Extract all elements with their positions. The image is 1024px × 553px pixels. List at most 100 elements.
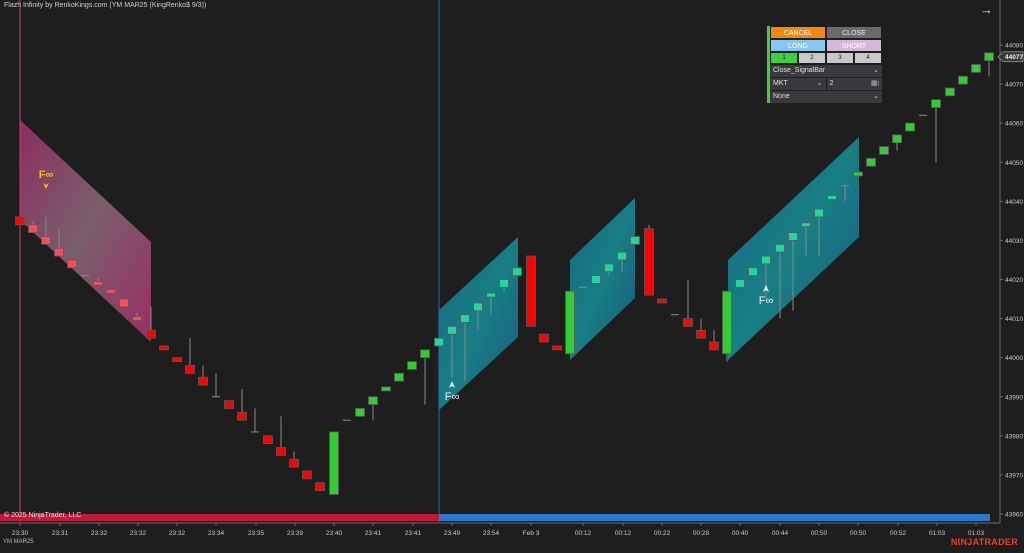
candle [526,255,536,327]
chevron-down-icon: ⌄ [873,93,879,100]
trend-bar-segment [0,514,439,521]
chevron-down-icon: ⌄ [816,80,823,87]
time-tick-label: 23:40 [326,530,343,537]
time-tick-label: 00:12 [575,530,592,537]
candle [106,288,116,294]
price-tick-label: 44030 [1005,238,1023,245]
time-tick-label: 23:32 [91,530,108,537]
time-tick-label: 23:32 [130,530,147,537]
long-button[interactable]: LONG [770,39,826,52]
time-tick-label: Feb 3 [523,530,540,537]
cancel-button[interactable]: CANCEL [770,26,826,39]
candle [827,195,837,200]
candle [892,134,902,151]
close-button[interactable]: CLOSE [826,26,882,39]
chevron-down-icon: ⌄ [873,67,879,74]
time-tick-label: 23:41 [405,530,422,537]
candle [93,277,103,286]
price-tick-label: 44080 [1005,43,1023,50]
candle [722,290,732,362]
arrow-down-icon [43,183,49,189]
arrow-right-icon[interactable]: → [980,2,993,17]
candle [931,99,941,163]
time-tick-label: 00:50 [850,530,867,537]
time-tick-label: 23:32 [169,530,186,537]
candle [251,408,259,433]
candle [775,243,785,319]
short-button[interactable]: SHORT [826,39,882,52]
candle [198,365,208,386]
candle [879,146,889,155]
candle [28,220,38,234]
atm-strategy-value: Close_SignalBar [773,67,826,74]
candle [132,312,142,321]
candle [499,279,509,292]
atm-strategy-select[interactable]: Close_SignalBar ⌄ [770,64,882,77]
copyright-label: © 2025 NinjaTrader, LLC [4,512,82,519]
candle [276,416,286,456]
candle [185,338,195,374]
price-tick-label: 43980 [1005,433,1023,440]
candle [735,279,745,288]
candle [644,224,654,296]
candle [853,171,863,177]
candle [460,314,470,382]
flazh-signal-marker: F∞ [39,169,53,189]
candle [315,482,325,491]
bear-channel [20,120,151,342]
candle [866,157,876,167]
candle [801,222,811,257]
candle [368,396,378,421]
quantity-button-2[interactable]: 2 [798,52,826,64]
order-type-select[interactable]: MKT ⌄ [770,78,826,90]
trend-bar-segment [439,514,990,521]
candle [289,451,299,468]
time-tick-label: 00:50 [811,530,828,537]
candle [41,216,51,245]
candle [552,345,562,351]
bull-channel [570,198,635,360]
candle [394,372,404,382]
quantity-value: 2 [829,80,834,87]
candle [565,290,575,355]
chart-trader-panel: CANCEL CLOSE LONG SHORT 1 2 3 4 Close_Si… [767,26,882,103]
price-tick-label: 44060 [1005,121,1023,128]
price-tick-label: 44010 [1005,316,1023,323]
quantity-button-1[interactable]: 1 [770,52,798,64]
tif-select[interactable]: None ⌄ [770,90,882,103]
time-tick-label: 23:39 [287,530,304,537]
candle [905,122,915,132]
candle [984,52,994,77]
time-tick-label: 00:22 [654,530,671,537]
quantity-button-4[interactable]: 4 [854,52,882,64]
chart-title: Flazh Infinity by RenkoKings.com (YM MAR… [4,2,207,9]
time-tick-label: 23:41 [365,530,382,537]
candle [473,302,483,331]
time-tick-label: 00:28 [693,530,710,537]
quantity-button-3[interactable]: 3 [826,52,854,64]
candle [302,470,312,480]
price-tick-label: 43990 [1005,394,1023,401]
candle [486,292,496,315]
time-tick-label: 00:52 [890,530,907,537]
candle [696,318,706,339]
candle [630,236,640,245]
candle [119,298,129,308]
price-tick-label: 44000 [1005,355,1023,362]
time-tick-label: 00:12 [615,530,632,537]
candle [617,251,627,272]
flazh-signal-marker: F∞ [759,285,773,307]
candle [67,259,77,269]
quantity-selector: 1 2 3 4 [770,52,882,64]
candle [945,87,955,97]
candle [841,185,849,202]
candle [434,337,444,347]
last-price-marker: 44077 [997,51,1023,63]
tif-value: None [773,93,790,100]
calculator-spinner-icon[interactable]: ▦↕ [870,80,880,87]
candle [604,263,614,276]
quantity-stepper[interactable]: 2 ▦↕ [825,78,882,90]
instrument-label: YM MAR25 [3,539,34,545]
